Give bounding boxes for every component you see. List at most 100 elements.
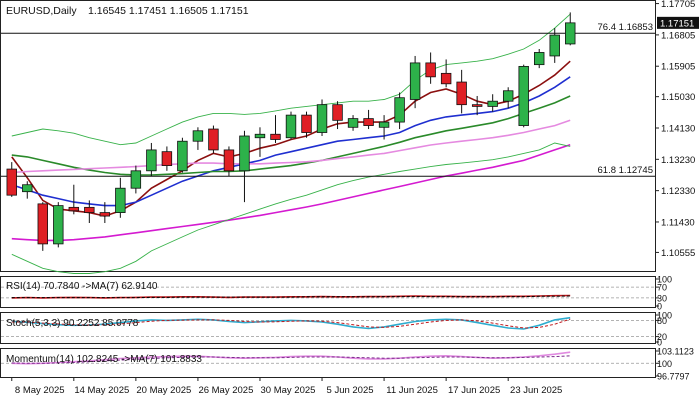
candle xyxy=(146,142,157,177)
candle-body xyxy=(37,203,48,245)
candle-body xyxy=(285,114,297,139)
candle xyxy=(239,130,250,203)
candle-body xyxy=(487,100,498,107)
candle-body xyxy=(332,104,343,121)
candle xyxy=(440,59,452,88)
candle-body xyxy=(53,205,64,245)
overlay-bollinger-5 xyxy=(11,13,571,146)
stoch-panel-frame xyxy=(0,312,656,344)
candle xyxy=(22,181,33,199)
candle xyxy=(254,127,266,157)
candle-body xyxy=(471,104,483,107)
x-tick-label: 5 Jun 2025 xyxy=(327,385,374,396)
rsi-title: RSI(14) 70.7840 ->MA(7) 62.9140 xyxy=(6,281,158,292)
rsi-panel-frame xyxy=(0,276,656,308)
rsi-y-tick-label: 100 xyxy=(657,275,672,285)
candle xyxy=(518,64,529,128)
rsi-y-tick-label: 70 xyxy=(657,283,667,293)
candle xyxy=(347,115,359,131)
candle-body xyxy=(270,133,281,140)
candle xyxy=(270,115,281,143)
candle-body xyxy=(363,118,374,126)
candle-body xyxy=(192,130,204,142)
main-panel-frame xyxy=(0,0,656,272)
candle-body xyxy=(456,81,467,106)
candle-body xyxy=(549,34,560,57)
level-label-1: 61.8 1.12745 xyxy=(598,165,653,176)
candle-body xyxy=(425,62,436,78)
overlay-bollinger-6 xyxy=(11,142,571,274)
candle xyxy=(115,177,126,218)
candle-body xyxy=(394,97,405,123)
candle-body xyxy=(208,128,219,151)
candle xyxy=(471,95,483,116)
x-tick-label: 8 May 2025 xyxy=(15,385,65,396)
x-tick-label: 20 May 2025 xyxy=(136,385,191,396)
candle xyxy=(6,162,17,197)
candle-body xyxy=(177,140,188,172)
candle xyxy=(549,28,560,63)
stoch-y-tick-label: 0 xyxy=(657,338,662,348)
x-tick-label: 30 May 2025 xyxy=(261,385,316,396)
candle xyxy=(394,92,405,130)
candle-body xyxy=(239,135,250,172)
candle-body xyxy=(22,184,33,193)
stoch-y-tick-label: 80 xyxy=(657,316,667,326)
candle-body xyxy=(130,170,142,189)
candle xyxy=(223,146,235,177)
y-tick-label: 1.10555 xyxy=(661,248,695,259)
candle-body xyxy=(223,149,235,172)
candle-body xyxy=(99,212,111,217)
candle xyxy=(487,94,498,112)
candle-body xyxy=(378,121,390,128)
candle-body xyxy=(301,114,312,133)
level-label-0: 76.4 1.16853 xyxy=(598,22,653,33)
x-tick-label: 14 May 2025 xyxy=(74,385,129,396)
candle xyxy=(130,165,142,194)
candle-body xyxy=(146,149,157,172)
overlay-ma_magenta-4 xyxy=(11,143,571,242)
y-tick-label: 1.16805 xyxy=(661,30,695,41)
candle-body xyxy=(316,104,328,133)
stoch-y-tick-label: 100 xyxy=(657,311,672,321)
y-tick-label: 1.11430 xyxy=(661,217,695,228)
x-tick-label: 17 Jun 2025 xyxy=(448,385,500,396)
stoch-series-stoch_main xyxy=(11,316,571,330)
last-price-box xyxy=(657,16,699,29)
candle-body xyxy=(84,206,95,213)
overlay-ma_pink_light-3 xyxy=(11,119,571,174)
last-price-label: 1.17151 xyxy=(660,18,694,29)
rsi-series-rsi_ma xyxy=(11,295,571,299)
stoch-series-stoch_signal xyxy=(11,318,571,329)
x-tick-label: 23 Jun 2025 xyxy=(510,385,562,396)
candle xyxy=(332,101,343,130)
momentum-title: Momentum(14) 102.8245 ->MA(7) 101.8833 xyxy=(6,354,202,365)
candle-body xyxy=(409,62,421,100)
candle xyxy=(565,12,576,46)
candle-body xyxy=(6,168,17,196)
candle xyxy=(53,202,64,248)
candle xyxy=(363,109,374,130)
y-tick-label: 1.15905 xyxy=(661,62,695,73)
rsi-y-tick-label: 30 xyxy=(657,293,667,303)
momentum-y-tick-label: 100 xyxy=(657,359,672,369)
candle-body xyxy=(502,90,514,102)
momentum-series-mom_ma xyxy=(11,355,571,364)
x-tick-label: 26 May 2025 xyxy=(198,385,253,396)
candle-body xyxy=(440,72,452,85)
stoch-title: Stoch(5,3,3) 90.2252 85.0778 xyxy=(6,318,139,329)
candle xyxy=(409,55,421,109)
momentum-y-tick-label: 96.7797 xyxy=(657,372,690,382)
y-tick-label: 1.13230 xyxy=(661,155,695,166)
candle xyxy=(425,52,436,84)
y-tick-label: 1.15030 xyxy=(661,92,695,103)
momentum-y-tick-label: 103.1123 xyxy=(657,347,694,357)
candle xyxy=(177,137,188,173)
candle-body xyxy=(161,151,173,166)
symbol-label: EURUSD,Daily xyxy=(6,5,77,17)
candle-body xyxy=(347,118,359,128)
candle-body xyxy=(115,187,126,213)
candle-body xyxy=(518,65,529,126)
